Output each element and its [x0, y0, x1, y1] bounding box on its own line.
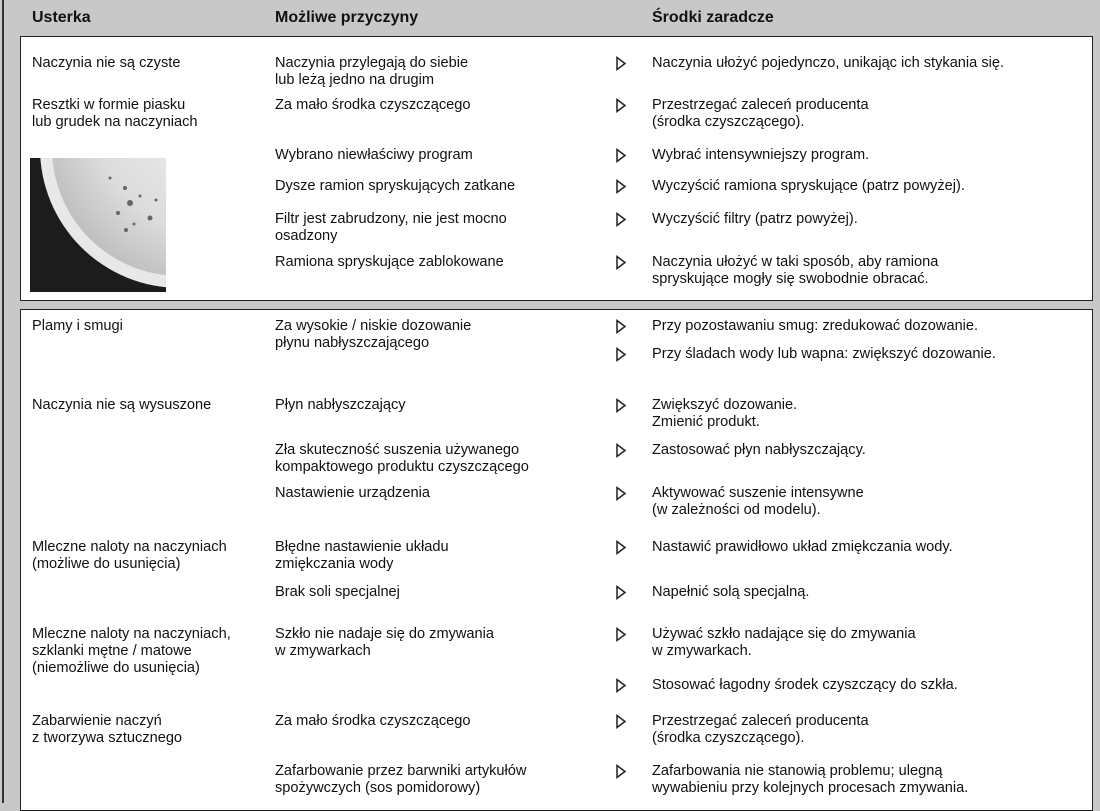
- cause: Brak soli specjalnej: [275, 584, 400, 600]
- remedy: Wyczyścić ramiona spryskujące (patrz pow…: [652, 178, 965, 194]
- cause: Szkło nie nadaje się do zmywania w zmywa…: [275, 626, 495, 659]
- bullet-arrow: [616, 56, 627, 71]
- cause: Zafarbowanie przez barwniki artykułów sp…: [275, 763, 527, 796]
- bullet-arrow: [616, 678, 627, 693]
- bullet-arrow: [616, 255, 627, 270]
- remedy: Przestrzegać zaleceń producenta (środka …: [652, 713, 869, 746]
- header-fault: Usterka: [32, 9, 91, 26]
- cause: Dysze ramion spryskujących zatkane: [275, 178, 516, 194]
- cause: Za mało środka czyszczącego: [275, 713, 471, 729]
- cause: Wybrano niewłaściwy program: [275, 147, 473, 163]
- fault: Plamy i smugi: [32, 318, 123, 334]
- header-cause: Możliwe przyczyny: [275, 9, 419, 26]
- bullet-arrow: [616, 764, 627, 779]
- cause: Zła skuteczność suszenia używanego kompa…: [275, 442, 529, 475]
- remedy: Przy śladach wody lub wapna: zwiększyć d…: [652, 346, 996, 362]
- cause: Płyn nabłyszczający: [275, 397, 406, 413]
- remedy: Używać szkło nadające się do zmywania w …: [652, 626, 916, 659]
- fault: Resztki w formie piasku lub grudek na na…: [32, 97, 198, 130]
- fault: Mleczne naloty na naczyniach, szklanki m…: [32, 626, 231, 676]
- bullet-arrow: [616, 540, 627, 555]
- bullet-arrow: [616, 179, 627, 194]
- remedy: Naczynia ułożyć pojedynczo, unikając ich…: [652, 55, 1005, 71]
- bullet-arrow: [616, 319, 627, 334]
- remedy: Napełnić solą specjalną.: [652, 584, 810, 600]
- remedy: Zafarbowania nie stanowią problemu; uleg…: [652, 763, 969, 796]
- remedy: Nastawić prawidłowo układ zmiękczania wo…: [652, 539, 953, 555]
- cause: Za mało środka czyszczącego: [275, 97, 471, 113]
- bullet-arrow: [616, 443, 627, 458]
- left-rule: [2, 0, 4, 803]
- fault: Naczynia nie są wysuszone: [32, 397, 212, 413]
- bullet-arrow: [616, 627, 627, 642]
- bullet-arrow: [616, 585, 627, 600]
- cause: Naczynia przylegają do siebie lub leżą j…: [275, 55, 469, 88]
- remedy: Wyczyścić filtry (patrz powyżej).: [652, 211, 858, 227]
- dish-photo: [30, 158, 166, 292]
- fault: Naczynia nie są czyste: [32, 55, 181, 71]
- bullet-arrow: [616, 398, 627, 413]
- cause: Nastawienie urządzenia: [275, 485, 430, 501]
- remedy: Przy pozostawaniu smug: zredukować dozow…: [652, 318, 979, 334]
- fault: Mleczne naloty na naczyniach (możliwe do…: [32, 539, 227, 572]
- bullet-arrow: [616, 347, 627, 362]
- cause: Za wysokie / niskie dozowanie płynu nabł…: [275, 318, 472, 351]
- cause: Błędne nastawienie układu zmiękczania wo…: [275, 539, 449, 572]
- bullet-arrow: [616, 714, 627, 729]
- remedy: Aktywować suszenie intensywne (w zależno…: [652, 485, 864, 518]
- section-box: [20, 36, 1093, 301]
- remedy: Zwiększyć dozowanie. Zmienić produkt.: [652, 397, 798, 430]
- remedy: Przestrzegać zaleceń producenta (środka …: [652, 97, 869, 130]
- remedy: Naczynia ułożyć w taki sposób, aby ramio…: [652, 254, 939, 287]
- remedy: Stosować łagodny środek czyszczący do sz…: [652, 677, 958, 693]
- remedy: Wybrać intensywniejszy program.: [652, 147, 870, 163]
- fault: Zabarwienie naczyń z tworzywa sztucznego: [32, 713, 183, 746]
- header-remedy: Środki zaradcze: [652, 9, 774, 26]
- remedy: Zastosować płyn nabłyszczający.: [652, 442, 866, 458]
- bullet-arrow: [616, 212, 627, 227]
- bullet-arrow: [616, 148, 627, 163]
- bullet-arrow: [616, 98, 627, 113]
- section-box: [20, 309, 1093, 811]
- bullet-arrow: [616, 486, 627, 501]
- cause: Filtr jest zabrudzony, nie jest mocno os…: [275, 211, 507, 244]
- cause: Ramiona spryskujące zablokowane: [275, 254, 504, 270]
